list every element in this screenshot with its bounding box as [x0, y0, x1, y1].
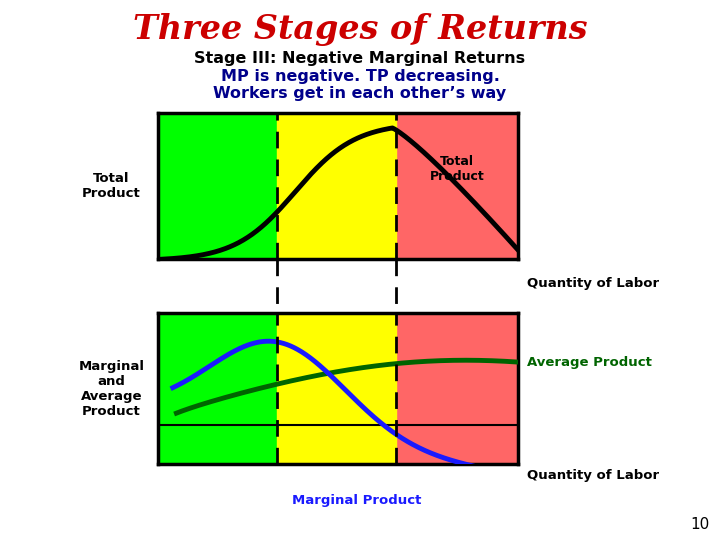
Text: Three Stages of Returns: Three Stages of Returns	[132, 14, 588, 46]
Bar	[158, 113, 277, 259]
Text: Total
Product: Total Product	[430, 155, 485, 183]
Text: Total
Product: Total Product	[82, 172, 141, 200]
Text: 10: 10	[690, 517, 709, 532]
Text: Marginal Product: Marginal Product	[292, 494, 421, 507]
Text: Quantity of Labor: Quantity of Labor	[527, 469, 660, 482]
Text: MP is negative. TP decreasing.: MP is negative. TP decreasing.	[220, 69, 500, 84]
Bar	[277, 313, 396, 464]
Text: Marginal
and
Average
Product: Marginal and Average Product	[78, 360, 145, 418]
Text: Stage III: Negative Marginal Returns: Stage III: Negative Marginal Returns	[194, 51, 526, 66]
Bar	[158, 313, 277, 464]
Text: Average Product: Average Product	[527, 356, 652, 369]
Bar	[277, 113, 396, 259]
Text: Workers get in each other’s way: Workers get in each other’s way	[213, 86, 507, 102]
Text: Quantity of Labor: Quantity of Labor	[527, 277, 660, 290]
